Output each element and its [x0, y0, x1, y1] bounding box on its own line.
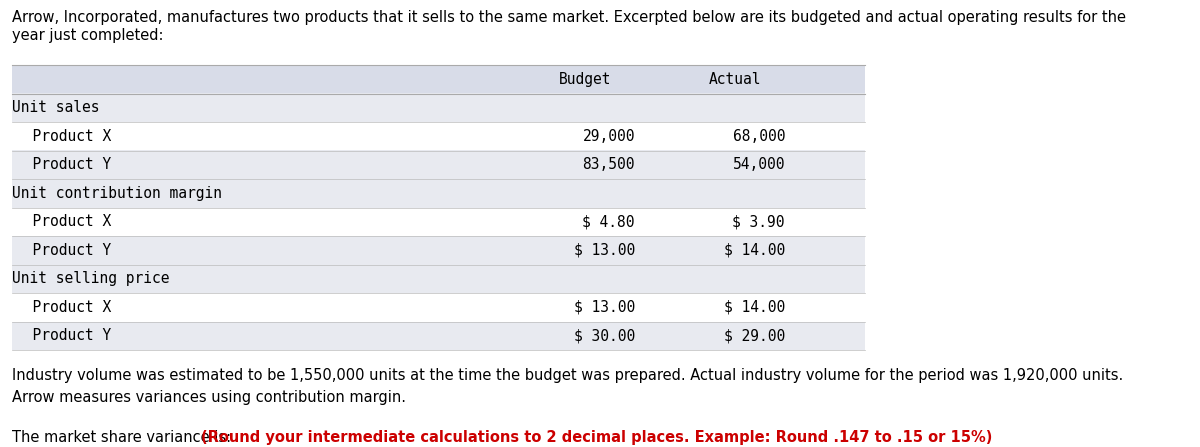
Text: Unit sales: Unit sales: [12, 100, 100, 115]
Text: 68,000: 68,000: [732, 129, 785, 144]
Text: 83,500: 83,500: [582, 157, 635, 172]
Bar: [12, 265, 865, 293]
Bar: [12, 151, 865, 179]
Text: 29,000: 29,000: [582, 129, 635, 144]
Text: Product Y: Product Y: [14, 157, 112, 172]
Text: (Round your intermediate calculations to 2 decimal places. Example: Round .147 t: (Round your intermediate calculations to…: [202, 430, 992, 445]
Text: $ 14.00: $ 14.00: [724, 300, 785, 315]
Text: Budget: Budget: [559, 72, 611, 87]
Text: Product X: Product X: [14, 300, 112, 315]
Text: $ 30.00: $ 30.00: [574, 328, 635, 343]
Bar: [12, 93, 865, 122]
Text: Arrow measures variances using contribution margin.: Arrow measures variances using contribut…: [12, 390, 406, 405]
Text: The market share variance is:: The market share variance is:: [12, 430, 235, 445]
Text: $ 29.00: $ 29.00: [724, 328, 785, 343]
Text: $ 4.80: $ 4.80: [582, 214, 635, 229]
Text: Actual: Actual: [709, 72, 761, 87]
Text: Product X: Product X: [14, 129, 112, 144]
Text: Product Y: Product Y: [14, 328, 112, 343]
Bar: [12, 65, 865, 93]
Bar: [12, 321, 865, 350]
Text: $ 3.90: $ 3.90: [732, 214, 785, 229]
Text: $ 13.00: $ 13.00: [574, 243, 635, 258]
Text: Arrow, Incorporated, manufactures two products that it sells to the same market.: Arrow, Incorporated, manufactures two pr…: [12, 10, 1126, 25]
Bar: [12, 236, 865, 265]
Text: 54,000: 54,000: [732, 157, 785, 172]
Text: Industry volume was estimated to be 1,550,000 units at the time the budget was p: Industry volume was estimated to be 1,55…: [12, 368, 1123, 383]
Text: year just completed:: year just completed:: [12, 28, 163, 43]
Text: Unit contribution margin: Unit contribution margin: [12, 186, 222, 201]
Text: $ 14.00: $ 14.00: [724, 243, 785, 258]
Text: Product X: Product X: [14, 214, 112, 229]
Text: Product Y: Product Y: [14, 243, 112, 258]
Bar: [12, 179, 865, 207]
Text: $ 13.00: $ 13.00: [574, 300, 635, 315]
Text: Unit selling price: Unit selling price: [12, 271, 169, 286]
